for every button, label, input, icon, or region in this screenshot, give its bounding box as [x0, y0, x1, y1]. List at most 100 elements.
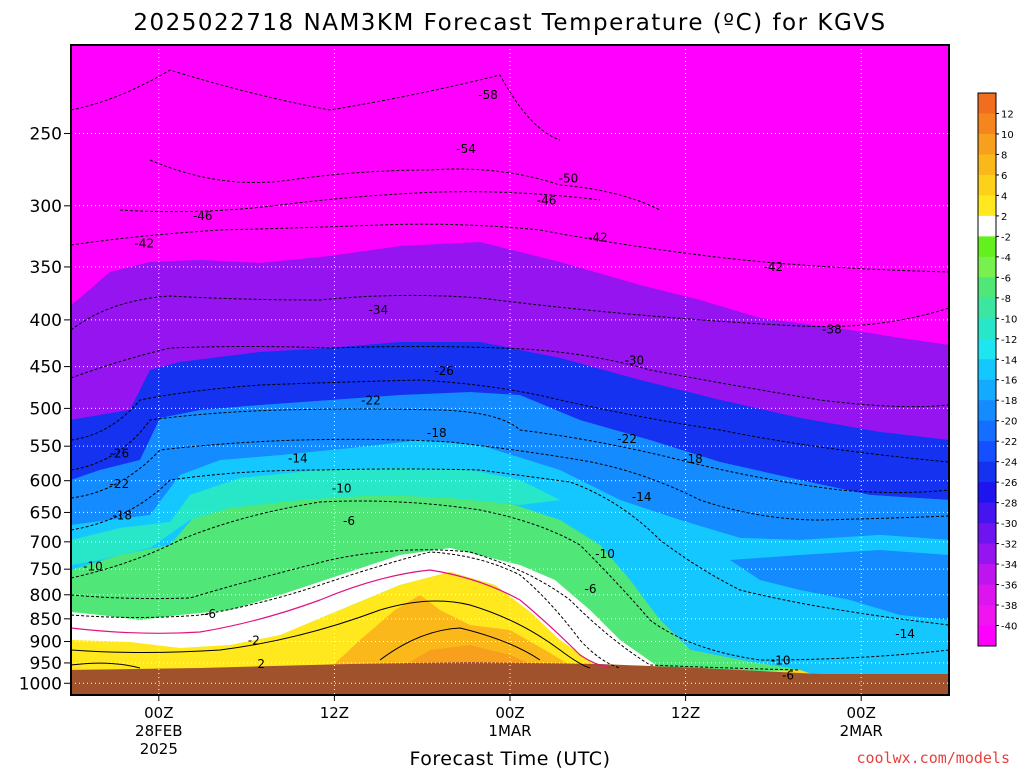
colorbar-swatch	[978, 174, 996, 196]
colorbar-swatch	[978, 502, 996, 524]
contour-labels: -58-54-50-46-46-42 -42-42-38-34-30-26-26-…	[83, 88, 915, 682]
contour-label: -22	[109, 477, 129, 491]
contour-label: -14	[288, 451, 308, 465]
y-tick-label: 800	[30, 586, 62, 606]
y-tick-label: 850	[30, 610, 62, 630]
colorbar-swatch	[978, 523, 996, 545]
colorbar-swatch	[978, 133, 996, 155]
contour-label: -34	[368, 303, 388, 317]
x-tick-label: 2MAR	[840, 722, 883, 740]
contour-line	[379, 627, 541, 661]
y-tick-label: 750	[30, 560, 62, 580]
contour-line	[71, 69, 561, 141]
colorbar-swatch	[978, 543, 996, 565]
colorbar-label: -2	[1001, 232, 1011, 243]
chart-title: 2025022718 NAM3KM Forecast Temperature (…	[133, 10, 886, 36]
colorbar-label: 12	[1001, 109, 1014, 120]
colorbar-label: -20	[1001, 417, 1017, 428]
contour-label: -42	[134, 237, 154, 251]
colorbar-swatch	[978, 359, 996, 381]
y-tick-label: 900	[30, 632, 62, 652]
colorbar-swatch	[978, 400, 996, 422]
contour-label: -46	[193, 209, 213, 223]
y-tick-label: 500	[30, 399, 62, 419]
colorbar-swatch	[978, 318, 996, 340]
colorbar-swatch	[978, 441, 996, 463]
colorbar-label: -30	[1001, 519, 1017, 530]
colorbar-swatch	[978, 605, 996, 627]
x-axis-label: Forecast Time (UTC)	[410, 748, 611, 768]
colorbar-swatch	[978, 256, 996, 278]
contour-label: -6	[204, 607, 216, 621]
y-tick-label: 950	[30, 654, 62, 674]
contour-label: -26	[434, 364, 454, 378]
colorbar-label: -8	[1001, 294, 1011, 305]
temperature-field-green	[71, 488, 800, 672]
colorbar-label: -12	[1001, 335, 1017, 346]
colorbar-label: -36	[1001, 581, 1017, 592]
colorbar-swatch	[978, 338, 996, 360]
colorbar-label: 4	[1001, 191, 1007, 202]
contour-label: -58	[478, 88, 498, 102]
x-tick-label: 28FEB	[135, 722, 182, 740]
contour-label: -18	[683, 452, 703, 466]
y-tick-label: 600	[30, 472, 62, 492]
colorbar-label: -32	[1001, 540, 1017, 551]
contour-line-freezing	[71, 569, 611, 669]
colorbar-label: -16	[1001, 376, 1017, 387]
colorbar-swatch	[978, 297, 996, 319]
temperature-field-mid-green	[71, 468, 560, 565]
temperature-field-deep-blue	[71, 342, 949, 500]
x-tick-label: 00Z	[847, 704, 876, 722]
contour-line	[71, 223, 949, 273]
temperature-field-blue	[71, 392, 949, 540]
y-tick-label: 400	[30, 311, 62, 331]
contour-label: -42	[588, 231, 608, 245]
y-tick-label: 1000	[19, 674, 62, 694]
colorbar-label: -6	[1001, 273, 1011, 284]
colorbar-label: -22	[1001, 437, 1017, 448]
y-tick-label: 450	[30, 358, 62, 378]
colorbar-swatch	[978, 277, 996, 299]
ground-below-surface	[71, 662, 949, 695]
colorbar-swatch	[978, 461, 996, 483]
colorbar-label: -10	[1001, 314, 1017, 325]
colorbar-swatch	[978, 379, 996, 401]
contour-line	[71, 294, 949, 331]
contour-line	[71, 600, 591, 669]
colorbar-swatch	[978, 564, 996, 586]
colorbar-swatch	[978, 482, 996, 504]
y-tick-label: 550	[30, 437, 62, 457]
contour-line	[71, 662, 141, 669]
contour-line	[71, 549, 801, 671]
colorbar: 12 10 8 6 4 2 -2 -4 -6 -8 -10 -12 -14 -16 -18 -20 -22 -24…	[977, 92, 1017, 647]
temperature-field-blue-lower	[730, 550, 949, 620]
contour-label: -10	[771, 653, 791, 667]
x-tick-label: 12Z	[320, 704, 349, 722]
x-tick-label: 00Z	[144, 704, 173, 722]
colorbar-swatch	[978, 625, 996, 647]
x-tick-label: 00Z	[495, 704, 524, 722]
colorbar-label: -18	[1001, 396, 1017, 407]
x-tick-label: 12Z	[671, 704, 700, 722]
contour-line	[71, 408, 949, 493]
colorbar-swatch	[978, 236, 996, 258]
x-tick-label: 1MAR	[488, 722, 531, 740]
plot-area: -58-54-50-46-46-42 -42-42-38-34-30-26-26-…	[71, 45, 949, 695]
contour-label: -14	[895, 627, 915, 641]
contour-label: -22	[617, 432, 637, 446]
contour-label: -22	[361, 393, 381, 407]
contour-label: -38	[822, 323, 842, 337]
colorbar-swatch	[978, 113, 996, 135]
colorbar-label: -38	[1001, 601, 1017, 612]
contour-label: -6	[343, 514, 355, 528]
credit-text: coolwx.com/models	[856, 749, 1010, 767]
y-axis-ticks: 2503003504004505005506006507007508008509…	[19, 124, 71, 694]
contour-label: -42	[764, 260, 784, 274]
colorbar-swatch	[978, 215, 996, 237]
contour-line	[71, 379, 949, 463]
contour-label: -10	[332, 482, 352, 496]
contour-label: -10	[595, 547, 615, 561]
temperature-field-cyan	[71, 440, 949, 695]
